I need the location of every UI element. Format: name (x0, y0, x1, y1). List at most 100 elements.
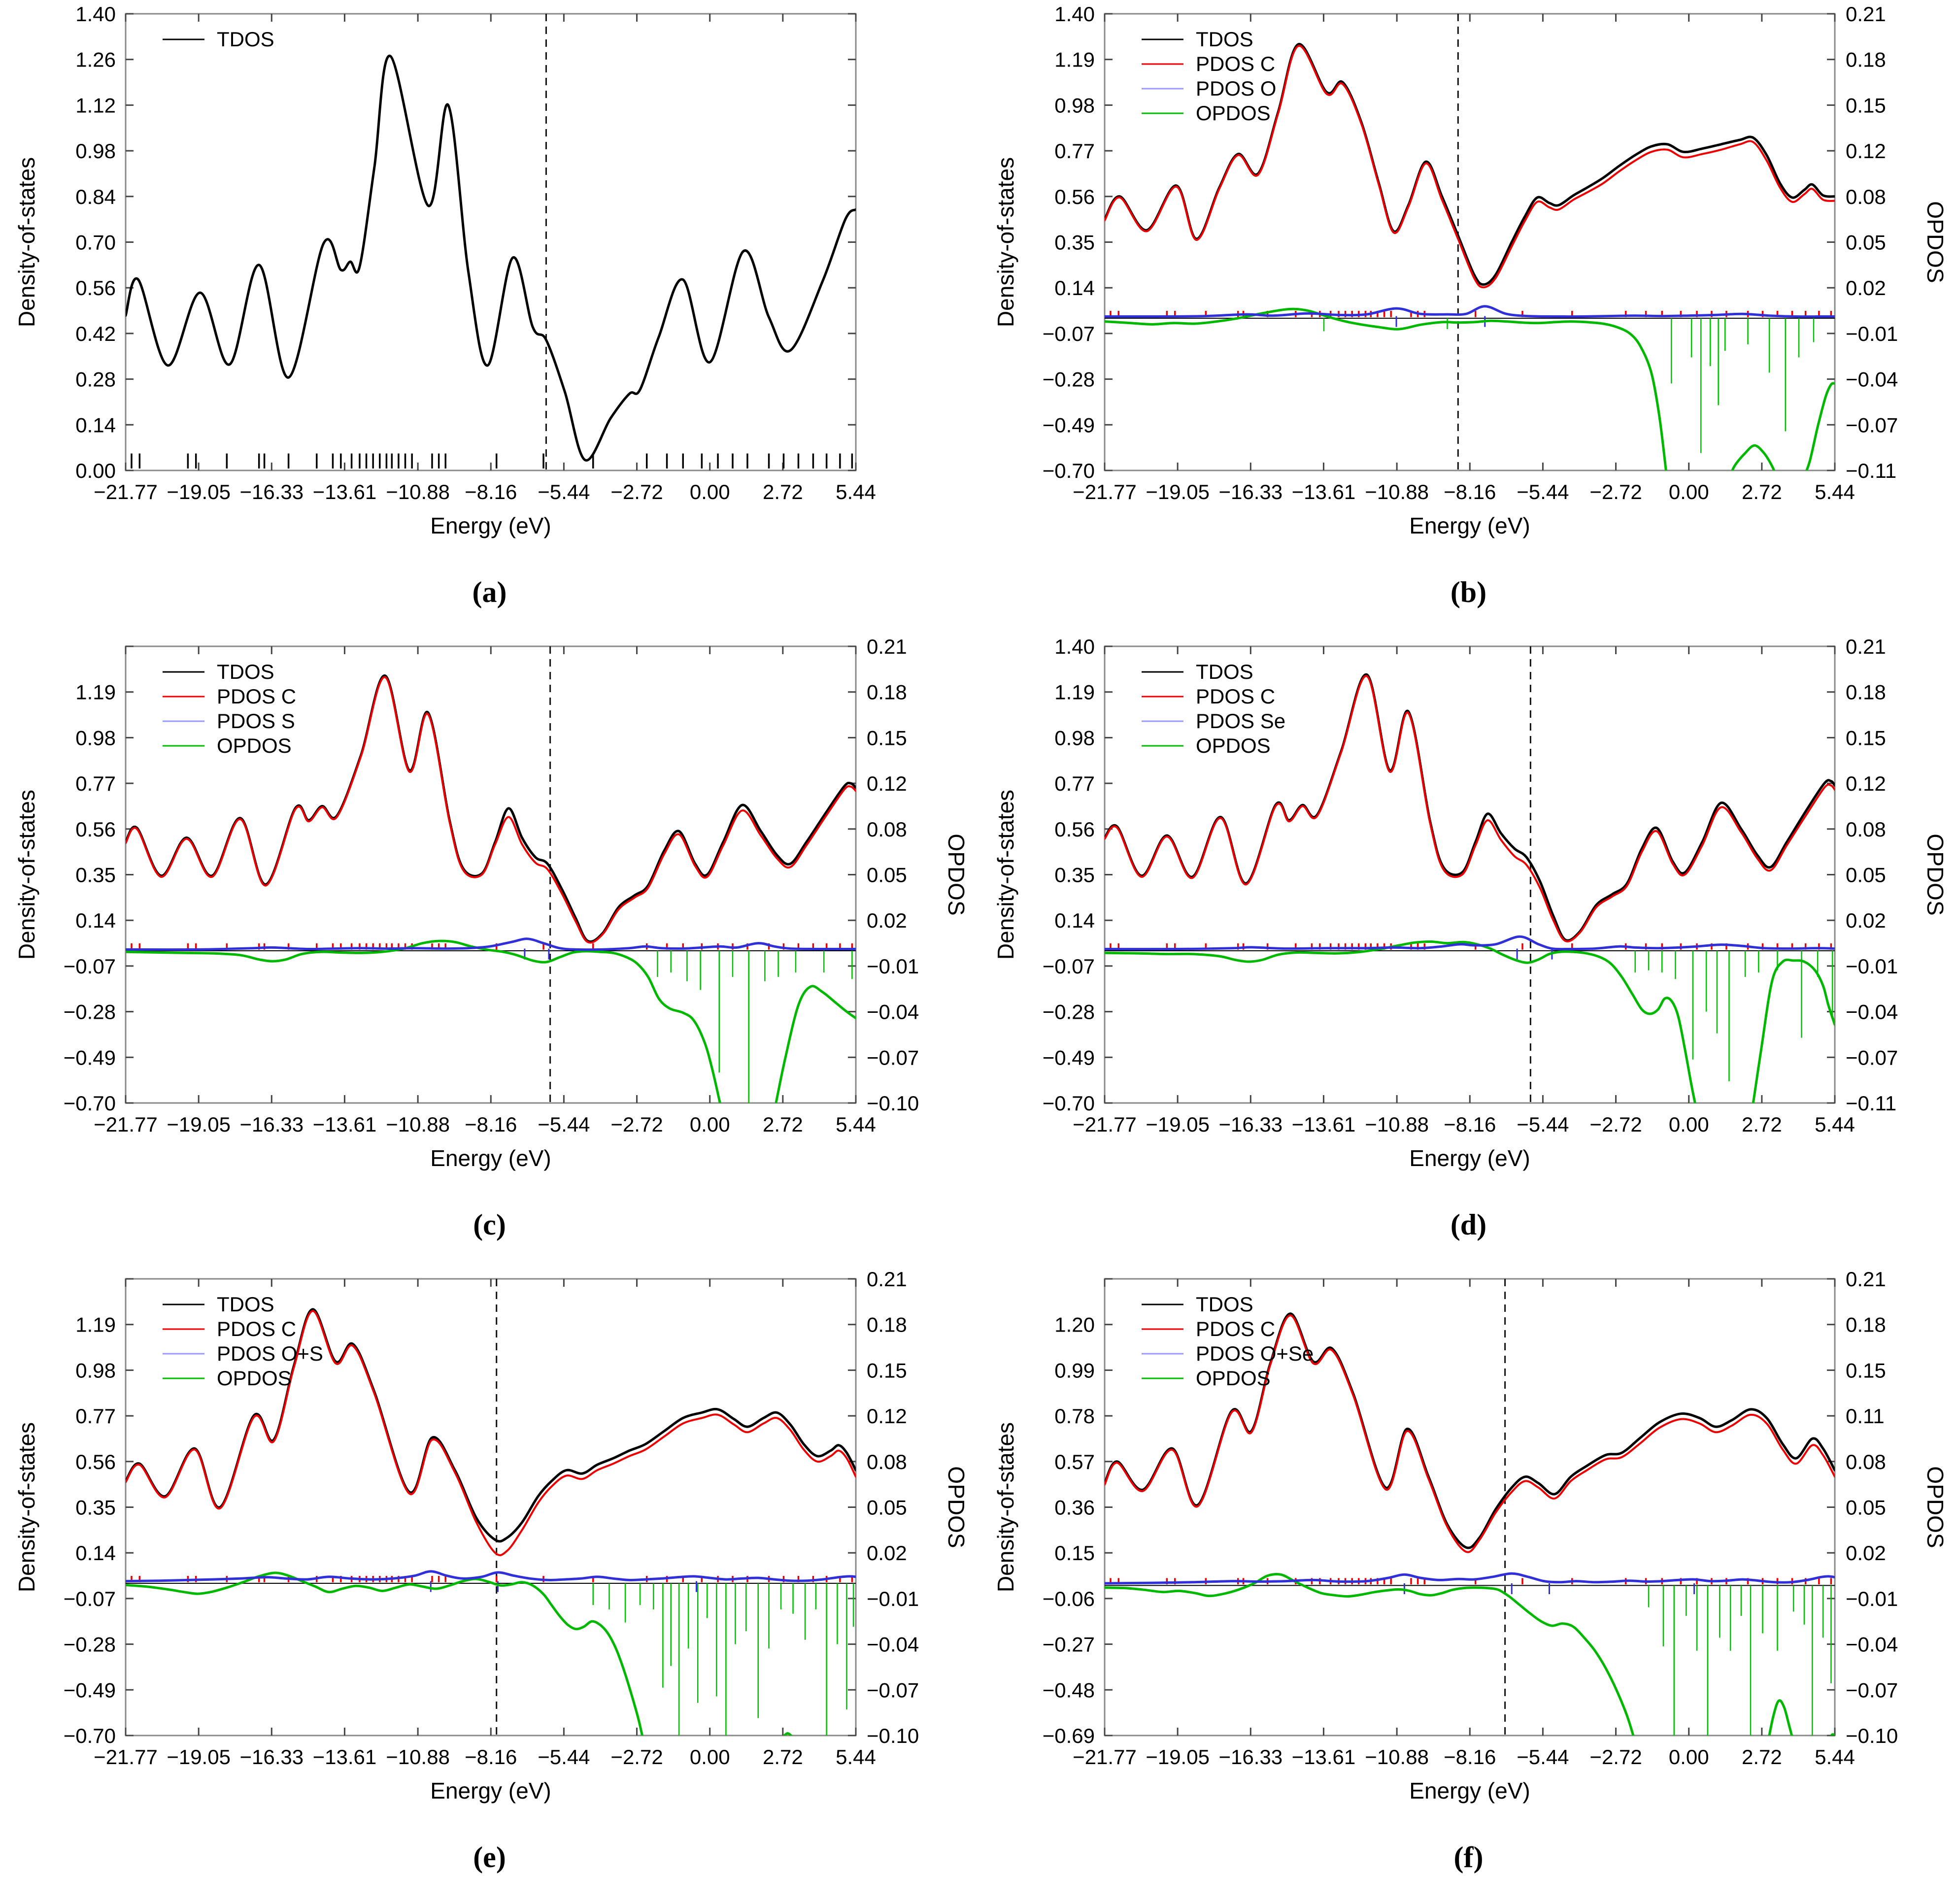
series-pdos-c (1105, 1314, 1835, 1553)
y-right-tick-label: 0.18 (1846, 681, 1886, 704)
y-left-tick-label: −0.07 (64, 955, 116, 978)
x-tick-label: −19.05 (1146, 1113, 1210, 1136)
y-left-tick-label: 0.56 (1054, 185, 1095, 208)
y-left-tick-label: 0.77 (1054, 772, 1095, 795)
y-right-tick-label: 0.02 (867, 1541, 907, 1565)
x-tick-label: 5.44 (1815, 1745, 1855, 1769)
y-left-tick-label: −0.48 (1043, 1678, 1095, 1702)
y-left-tick-label: −0.28 (1043, 368, 1095, 391)
x-axis-label: Energy (eV) (1409, 1145, 1530, 1171)
legend-label: TDOS (217, 1293, 274, 1316)
y-left-tick-label: 0.57 (1054, 1450, 1095, 1473)
x-tick-label: −21.77 (94, 1745, 158, 1769)
y-right-tick-label: 0.05 (867, 864, 907, 887)
legend-label: PDOS C (1196, 1317, 1275, 1340)
y-right-tick-label: 0.18 (867, 681, 907, 704)
x-axis-label: Energy (eV) (430, 513, 551, 538)
y-left-tick-label: 0.14 (75, 413, 116, 436)
legend-label: TDOS (1196, 28, 1253, 51)
series-pdos-c (126, 1310, 856, 1557)
y-left-tick-label: −0.27 (1043, 1633, 1095, 1656)
x-tick-label: −2.72 (610, 1745, 663, 1769)
y-left-tick-label: 0.35 (75, 864, 116, 887)
y-left-tick-label: −0.70 (64, 1724, 116, 1747)
x-tick-label: −5.44 (1517, 480, 1569, 503)
x-tick-label: 2.72 (763, 480, 803, 503)
legend-label: TDOS (1196, 1293, 1253, 1316)
x-tick-label: −5.44 (538, 1113, 590, 1136)
y-axis-label-left: Density-of-states (14, 1422, 39, 1592)
legend-label: PDOS O (1196, 77, 1276, 100)
legend-label: TDOS (217, 28, 274, 51)
y-left-tick-label: 1.26 (75, 48, 116, 71)
y-right-tick-label: 0.12 (867, 772, 907, 795)
x-tick-label: −10.88 (386, 1113, 450, 1136)
y-axis-label-right: OPDOS (1923, 1466, 1948, 1548)
x-tick-label: −10.88 (1365, 1113, 1429, 1136)
panel-b-caption: (b) (1450, 575, 1487, 608)
legend-label: OPDOS (217, 734, 292, 757)
y-left-tick-label: 1.40 (1054, 2, 1095, 26)
x-tick-label: −16.33 (1218, 1113, 1283, 1136)
y-left-tick-label: 0.98 (1054, 726, 1095, 749)
x-tick-label: 5.44 (836, 1113, 876, 1136)
x-tick-label: 5.44 (836, 480, 876, 503)
x-tick-label: −5.44 (1517, 1745, 1569, 1769)
y-left-tick-label: −0.49 (1043, 413, 1095, 436)
x-tick-label: −16.33 (239, 1745, 304, 1769)
y-right-tick-label: −0.11 (1846, 1092, 1896, 1115)
y-left-tick-label: 0.42 (75, 322, 116, 345)
x-tick-label: −13.61 (1292, 1745, 1356, 1769)
y-right-tick-label: 0.21 (1846, 1268, 1886, 1291)
x-tick-label: −13.61 (1292, 480, 1356, 503)
legend-label: PDOS C (1196, 685, 1275, 708)
x-tick-label: 0.00 (1669, 1745, 1709, 1769)
y-right-tick-label: −0.01 (1846, 322, 1898, 345)
y-right-tick-label: 0.05 (1846, 231, 1886, 254)
y-left-tick-label: 0.56 (75, 276, 116, 300)
series-pdos-o (1105, 305, 1835, 318)
x-axis-label: Energy (eV) (1409, 1778, 1530, 1804)
panel-e: −21.77 −19.05 −16.33 −13.61 −10.88 −8.16 −5.44… (0, 1265, 979, 1898)
y-left-tick-label: −0.28 (64, 1001, 116, 1024)
y-left-tick-label: 0.98 (75, 1359, 116, 1382)
y-left-tick-label: 1.20 (1054, 1313, 1095, 1336)
y-axis-label-left: Density-of-states (993, 1422, 1018, 1592)
legend-label: OPDOS (1196, 101, 1271, 125)
legend-label: TDOS (1196, 660, 1253, 683)
y-axis-label-left: Density-of-states (993, 157, 1018, 327)
x-tick-label: 0.00 (690, 480, 730, 503)
y-left-tick-label: 1.19 (1054, 48, 1095, 71)
y-left-tick-label: 1.40 (1054, 635, 1095, 658)
plot-content (1105, 1312, 1835, 1736)
y-left-tick-label: −0.70 (1043, 1092, 1095, 1115)
series-opdos (1829, 1733, 1835, 1736)
y-left-tick-label: 0.28 (75, 368, 116, 391)
y-left-tick-label: −0.07 (1043, 322, 1095, 345)
y-left-tick-label: 0.00 (75, 459, 116, 482)
x-tick-label: −13.61 (313, 480, 377, 503)
x-tick-label: −8.16 (465, 480, 517, 503)
y-axis-label-right: OPDOS (1923, 834, 1948, 915)
y-right-tick-label: 0.08 (867, 1450, 907, 1473)
series-pdos-o-s (126, 1570, 856, 1583)
y-left-tick-label: 0.77 (1054, 139, 1095, 163)
y-right-tick-label: −0.01 (867, 955, 919, 978)
panel-f-chart: −21.77 −19.05 −16.33 −13.61 −10.88 −8.16 −5.44… (993, 1268, 1948, 1804)
x-tick-label: 2.72 (1742, 1745, 1782, 1769)
legend-label: PDOS S (217, 709, 295, 733)
x-tick-label: −21.77 (1073, 1113, 1137, 1136)
series-opdos (1768, 1699, 1793, 1736)
x-tick-label: −2.72 (610, 480, 663, 503)
series-opdos (1105, 1572, 1635, 1736)
y-right-tick-label: 0.05 (1846, 1496, 1886, 1519)
y-right-tick-label: −0.04 (867, 1001, 919, 1024)
x-tick-label: −19.05 (167, 1113, 231, 1136)
x-tick-label: 0.00 (690, 1113, 730, 1136)
y-left-tick-label: 0.14 (1054, 909, 1095, 932)
series-opdos (1752, 958, 1835, 1103)
figure-row-1: −21.77 −19.05 −16.33 −13.61 −10.88 −8.16 −5.44… (0, 0, 1958, 633)
panel-c: −21.77 −19.05 −16.33 −13.61 −10.88 −8.16 −5.44… (0, 633, 979, 1265)
y-right-tick-label: −0.07 (867, 1678, 919, 1702)
